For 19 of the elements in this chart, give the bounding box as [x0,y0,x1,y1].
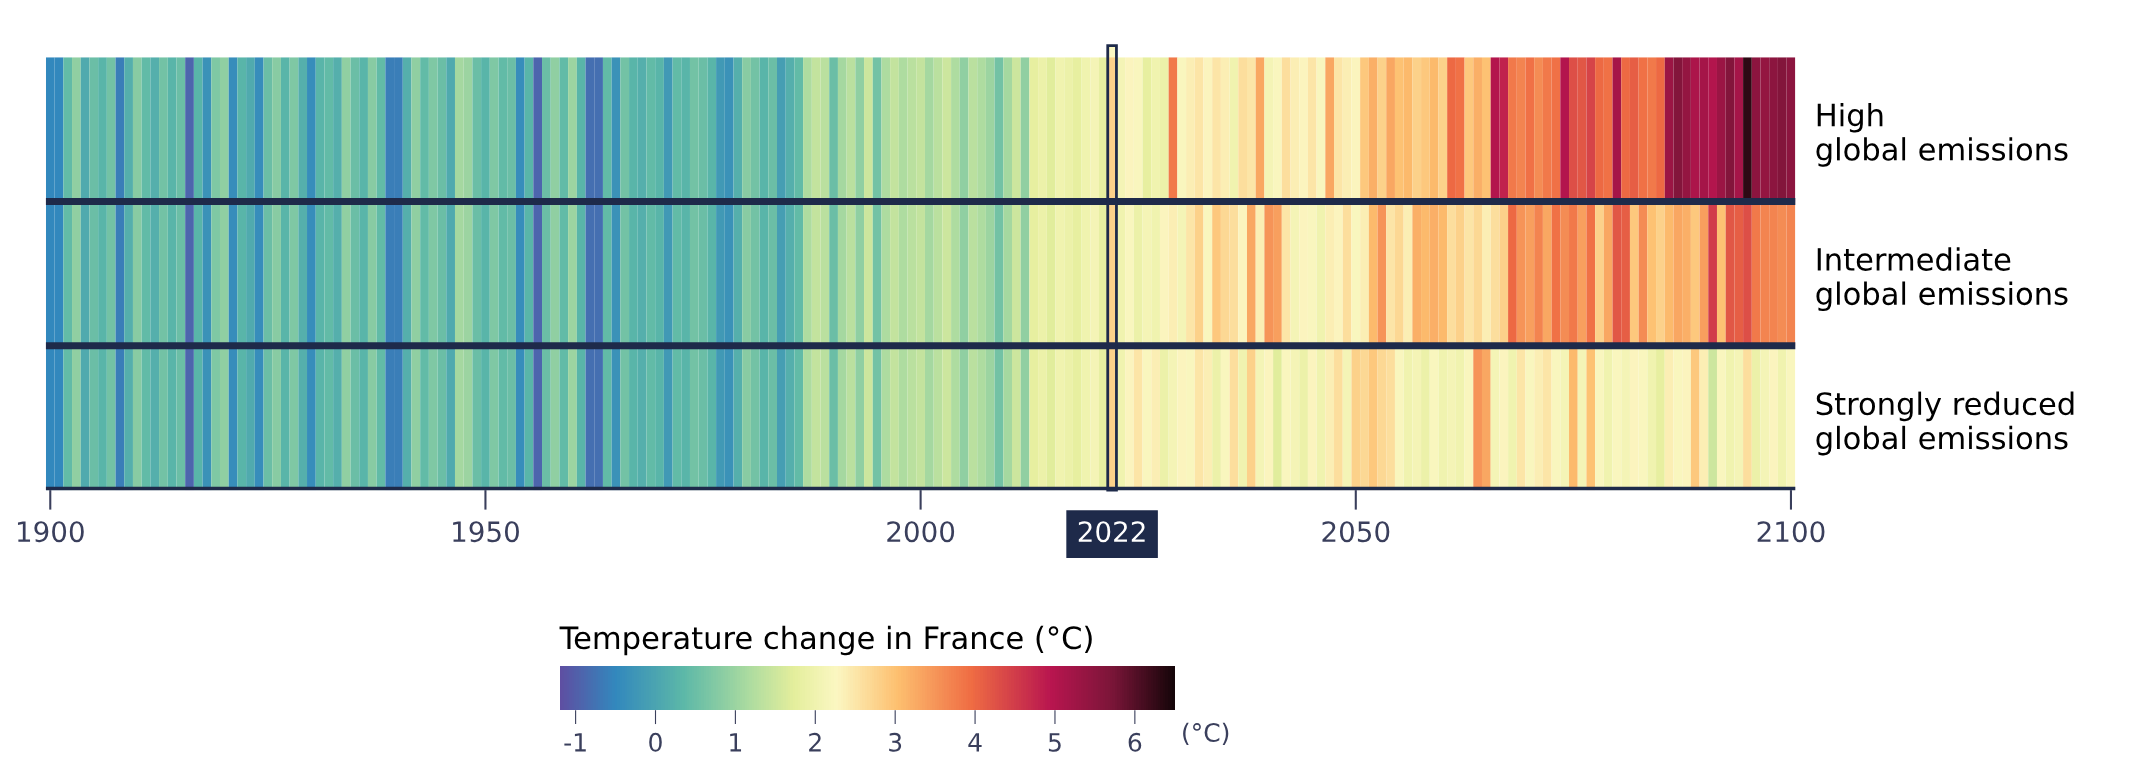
color-bar-label: 3 [889,732,902,752]
color-bar-label: 4 [968,733,982,752]
y2-tick-label: Intermediate global emissions [1816,247,2068,312]
y2-tick-label: High global emissions [1816,102,2068,167]
color-bar-label: 2 [809,732,821,752]
text: (°C) [1183,722,1229,745]
color-bar-label: 1 [730,733,742,752]
x-tick-label: 1900 [17,521,84,543]
x-tick-label: 2050 [1322,521,1390,543]
color-bar-label: 6 [1128,732,1142,752]
y2-tick-label: Strongly reduced global emissions [1816,391,2074,456]
color-bar-label: -1 [564,733,586,752]
color-bar-label: 5 [1048,733,1061,752]
x-tick-label: 2022 [1078,521,1145,543]
x-tick-label: 2000 [887,521,955,543]
color-bar-title: Temperature change in France (°C) [559,625,1092,656]
x-tick-label: 2100 [1757,521,1825,543]
color-bar-label: 0 [649,732,662,752]
x-tick-label: 1950 [453,521,519,543]
